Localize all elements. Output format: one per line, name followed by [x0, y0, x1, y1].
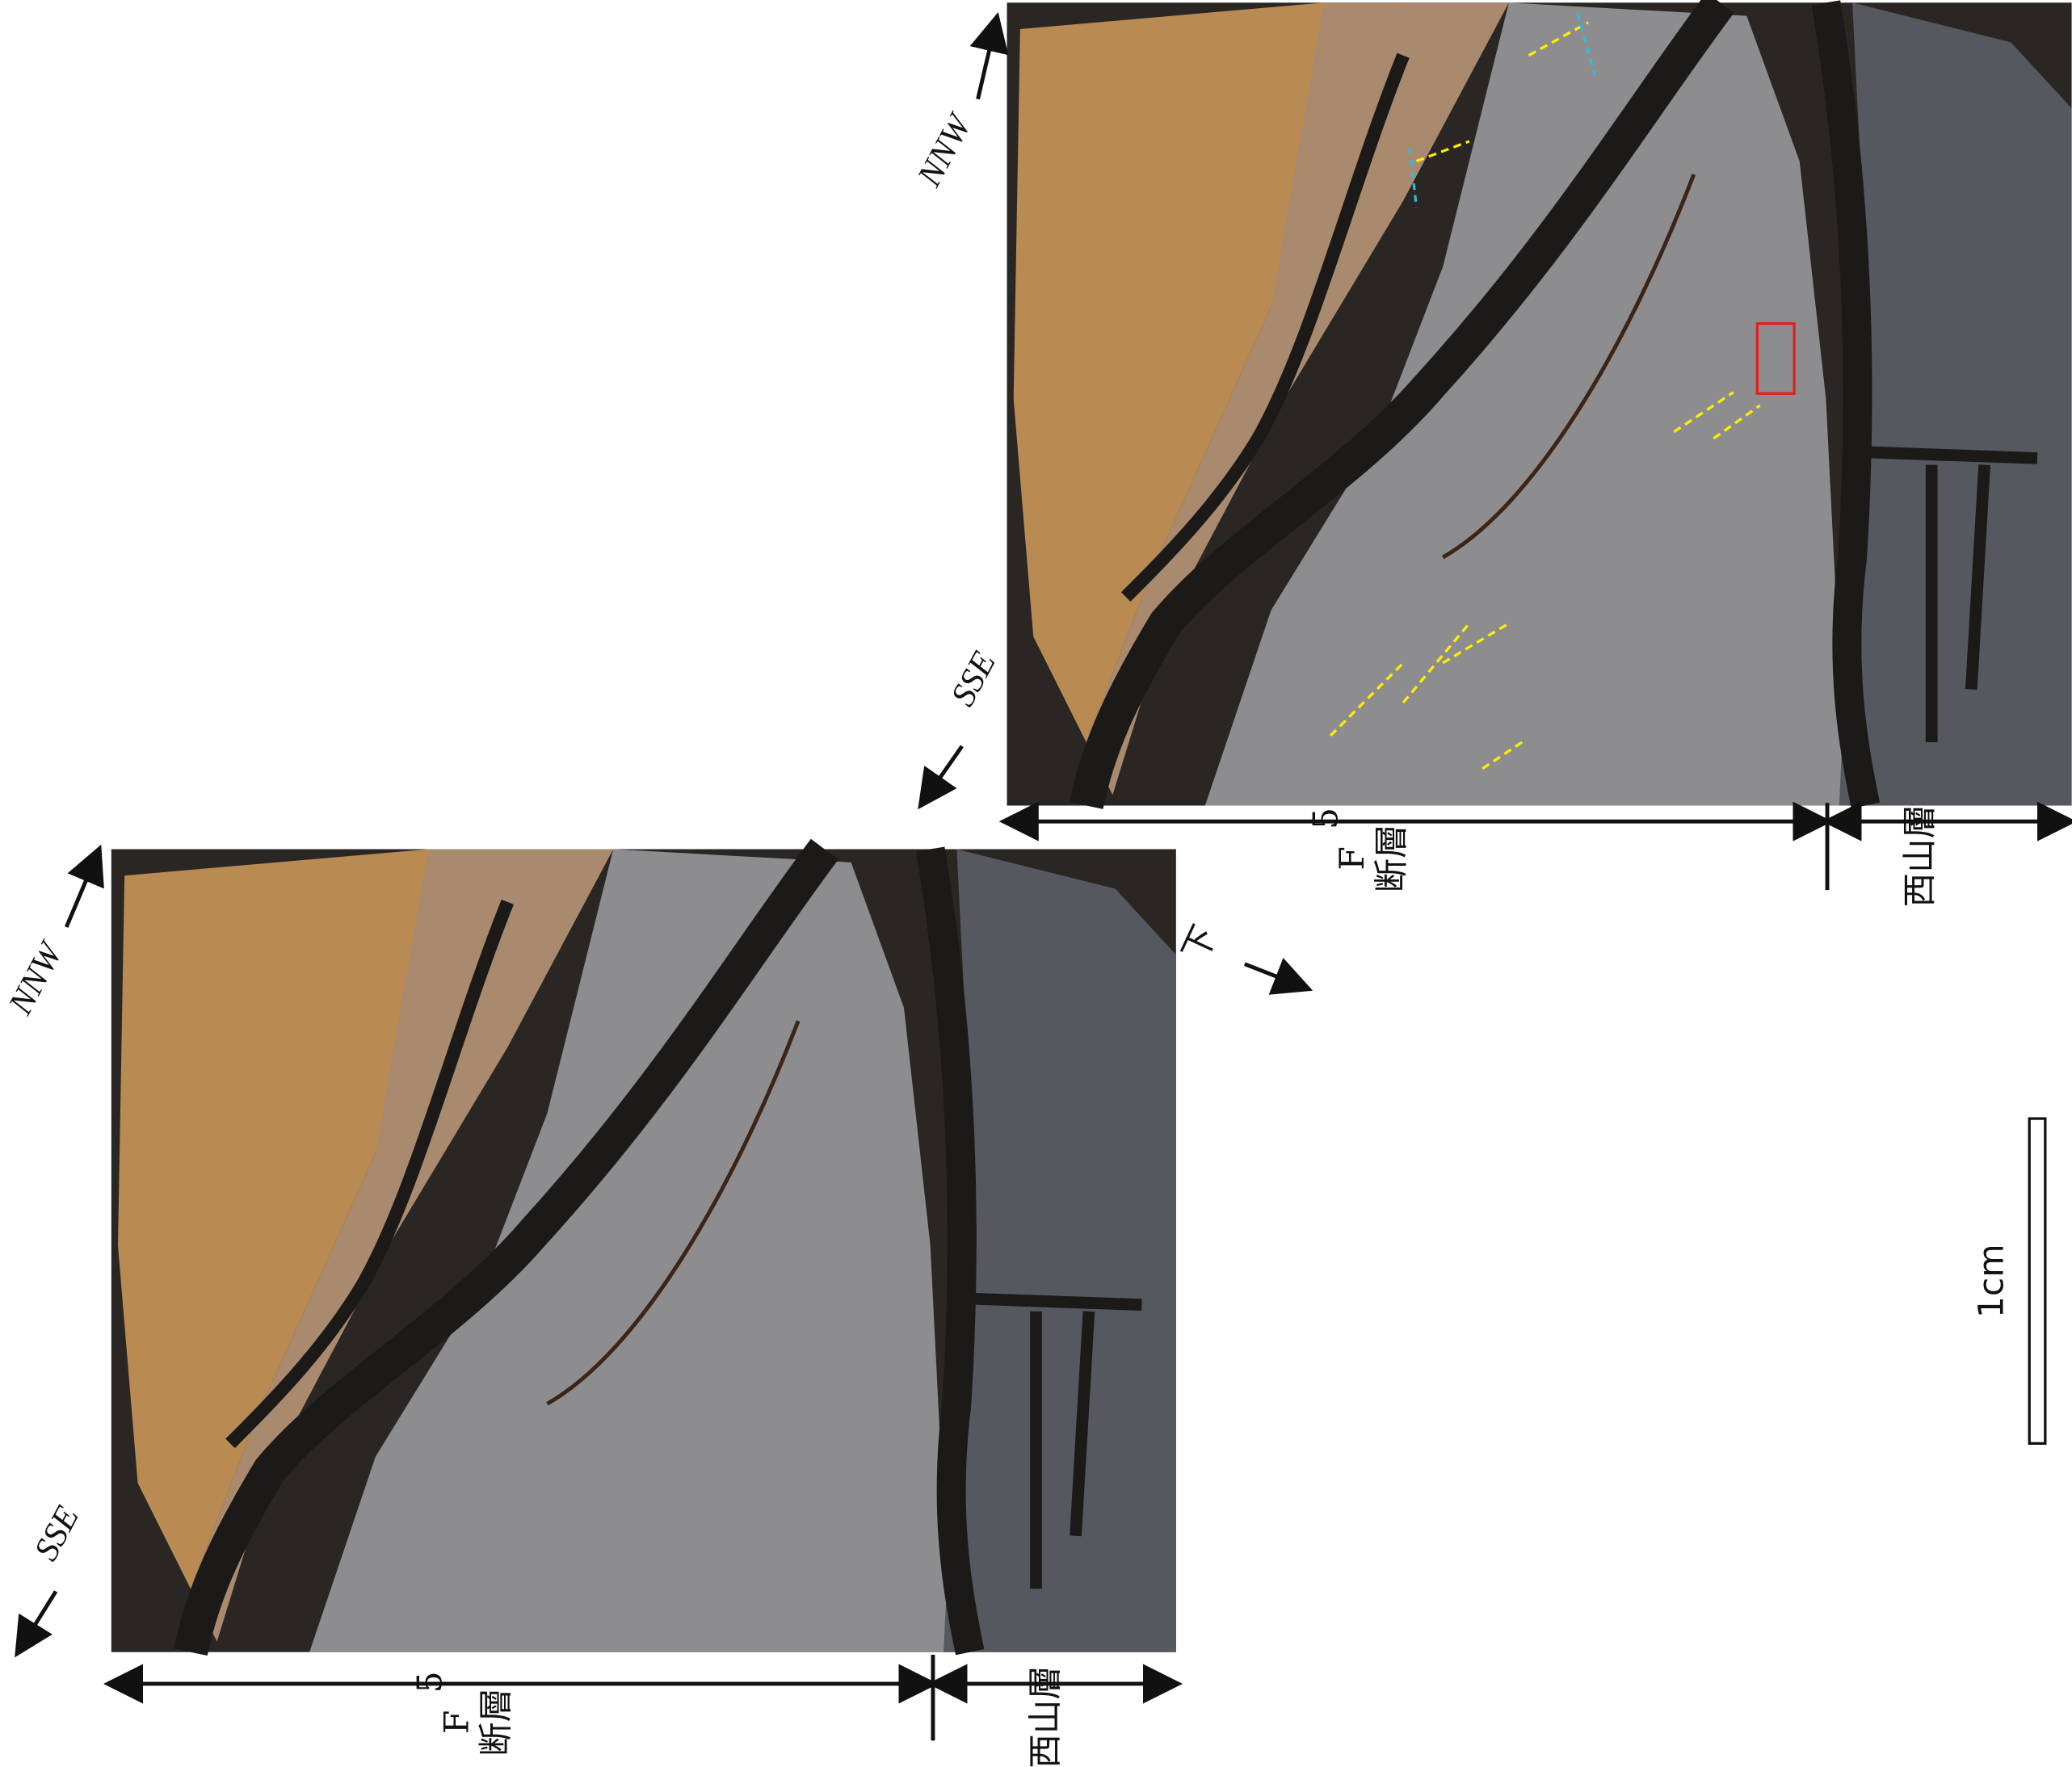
- north-label: NNW: [910, 107, 980, 193]
- rock-slab-top: [1007, 2, 2072, 805]
- formation-label: 西山層: [1027, 1665, 1066, 1767]
- south-arrow: [19, 1592, 56, 1652]
- fault-subscript: 5: [411, 1671, 451, 1693]
- down-arrow: [1245, 964, 1305, 988]
- south-label: SSE: [944, 645, 1003, 712]
- fault-word: 断層: [1372, 824, 1412, 892]
- fault-word: 断層: [477, 1688, 516, 1757]
- fault-letter: F: [1333, 846, 1372, 871]
- scale-label: 1cm: [1973, 1244, 2012, 1318]
- figure: NNW SSE F 5 断層 西山層 NNW SSE F 5 断層 西山層 下 …: [0, 0, 2072, 1767]
- fault-subscript: 5: [1306, 808, 1346, 829]
- down-label: 下: [1175, 920, 1225, 967]
- south-label: SSE: [27, 1500, 86, 1567]
- south-arrow: [923, 746, 962, 803]
- north-arrow: [978, 20, 997, 99]
- north-label: NNW: [1, 934, 71, 1021]
- formation-label: 西山層: [1901, 804, 1940, 908]
- rock-slab-bottom: [111, 849, 1176, 1652]
- scale-bar: [2029, 1119, 2045, 1443]
- fault-letter: F: [437, 1710, 477, 1735]
- north-arrow: [66, 852, 98, 927]
